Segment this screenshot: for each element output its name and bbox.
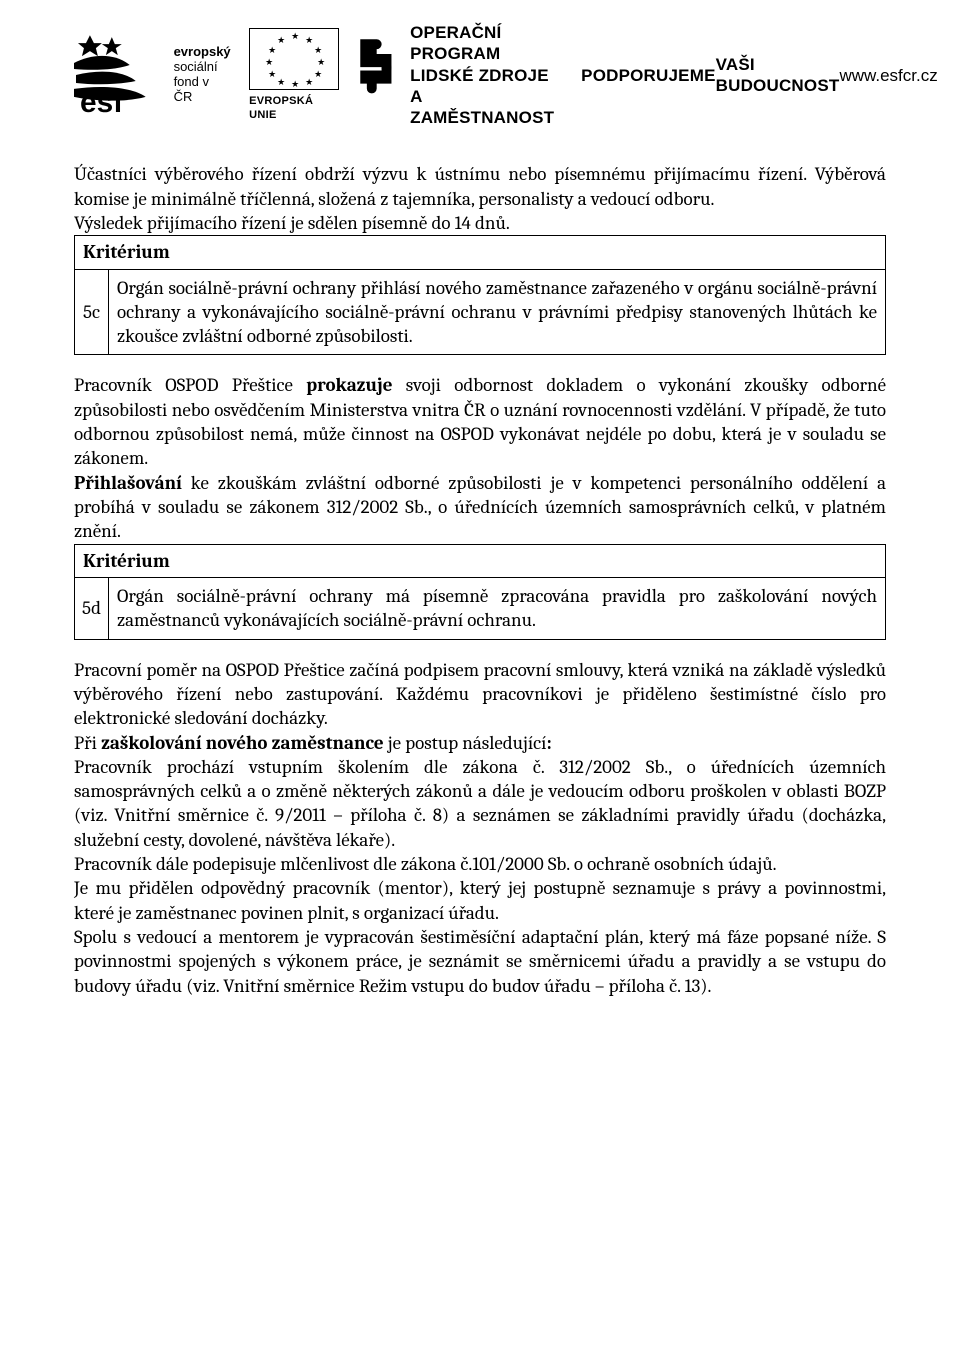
support-line1: PODPORUJEME <box>581 65 715 86</box>
p5c-2b: ke zkouškám zvláštní odborné způsobilost… <box>74 472 886 543</box>
op-line2: LIDSKÉ ZDROJE <box>410 65 563 86</box>
kriterium-5d-heading: Kritérium <box>75 544 886 577</box>
support-line2: VAŠI BUDOUCNOST <box>716 54 840 97</box>
zl-bold: zaškolování nového zaměstnance <box>101 732 384 754</box>
p5d-paragraph-1: Pracovní poměr na OSPOD Přeštice začíná … <box>74 658 886 731</box>
op-logo-block: OPERAČNÍ PROGRAM LIDSKÉ ZDROJE A ZAMĚSTN… <box>357 22 563 128</box>
zl-a: Při <box>74 732 101 754</box>
z-para-2: Pracovník dále podepisuje mlčenlivost dl… <box>74 852 886 876</box>
op-text: OPERAČNÍ PROGRAM LIDSKÉ ZDROJE A ZAMĚSTN… <box>410 22 563 128</box>
kriterium-5c-heading: Kritérium <box>75 236 886 269</box>
zaskolovani-lead: Při zaškolování nového zaměstnance je po… <box>74 731 886 755</box>
eu-flag-block: ★ ★ ★ ★ ★ ★ ★ ★ ★ ★ ★ ★ EVROPSKÁ UNIE <box>249 28 339 122</box>
kriterium-5c-num: 5c <box>75 269 109 355</box>
z-para-1: Pracovník prochází vstupním školením dle… <box>74 755 886 852</box>
esf-line3: fond v ČR <box>174 75 232 105</box>
puzzle-icon <box>357 36 398 114</box>
kriterium-5d-text: Orgán sociálně-právní ochrany má písemně… <box>109 577 886 639</box>
p5c-1-bold: prokazuje <box>306 374 392 396</box>
p5c-1a: Pracovník OSPOD Přeštice <box>74 374 306 396</box>
kriterium-5d-num: 5d <box>75 577 109 639</box>
eu-caption: EVROPSKÁ UNIE <box>249 94 339 122</box>
kriterium-5c-text: Orgán sociálně-právní ochrany přihlásí n… <box>109 269 886 355</box>
kriterium-5d-table: Kritérium 5d Orgán sociálně-právní ochra… <box>74 544 886 640</box>
zl-colon: : <box>546 732 551 754</box>
esf-line1: evropský <box>174 44 231 59</box>
intro-paragraph-2: Výsledek přijímacího řízení je sdělen pí… <box>74 211 886 235</box>
z-para-4: Spolu s vedoucí a mentorem je vypracován… <box>74 925 886 998</box>
esf-logo-text: evropský sociální fond v ČR <box>174 45 232 105</box>
p5c-paragraph-2: Přihlašování ke zkouškám zvláštní odborn… <box>74 471 886 544</box>
support-url: www.esfcr.cz <box>839 65 937 87</box>
z-para-3: Je mu přidělen odpovědný pracovník (ment… <box>74 876 886 925</box>
kriterium-5c-table: Kritérium 5c Orgán sociálně-právní ochra… <box>74 235 886 355</box>
eu-flag-icon: ★ ★ ★ ★ ★ ★ ★ ★ ★ ★ ★ ★ <box>249 28 339 90</box>
op-line3: A ZAMĚSTNANOST <box>410 86 563 129</box>
esf-logo-block: esf evropský sociální fond v ČR <box>74 35 231 115</box>
p5c-paragraph-1: Pracovník OSPOD Přeštice prokazuje svoji… <box>74 373 886 470</box>
esf-line2: sociální <box>174 60 232 75</box>
header-logo-row: esf evropský sociální fond v ČR ★ ★ ★ ★ … <box>74 20 886 128</box>
svg-text:esf: esf <box>80 86 123 115</box>
esf-logo-icon: esf <box>74 35 166 115</box>
support-block: PODPORUJEME VAŠI BUDOUCNOST www.esfcr.cz <box>581 54 938 97</box>
op-line1: OPERAČNÍ PROGRAM <box>410 22 563 65</box>
intro-paragraph: Účastníci výběrového řízení obdrží výzvu… <box>74 162 886 211</box>
zl-c: je postup následující <box>384 732 547 754</box>
p5c-2-bold: Přihlašování <box>74 472 182 494</box>
